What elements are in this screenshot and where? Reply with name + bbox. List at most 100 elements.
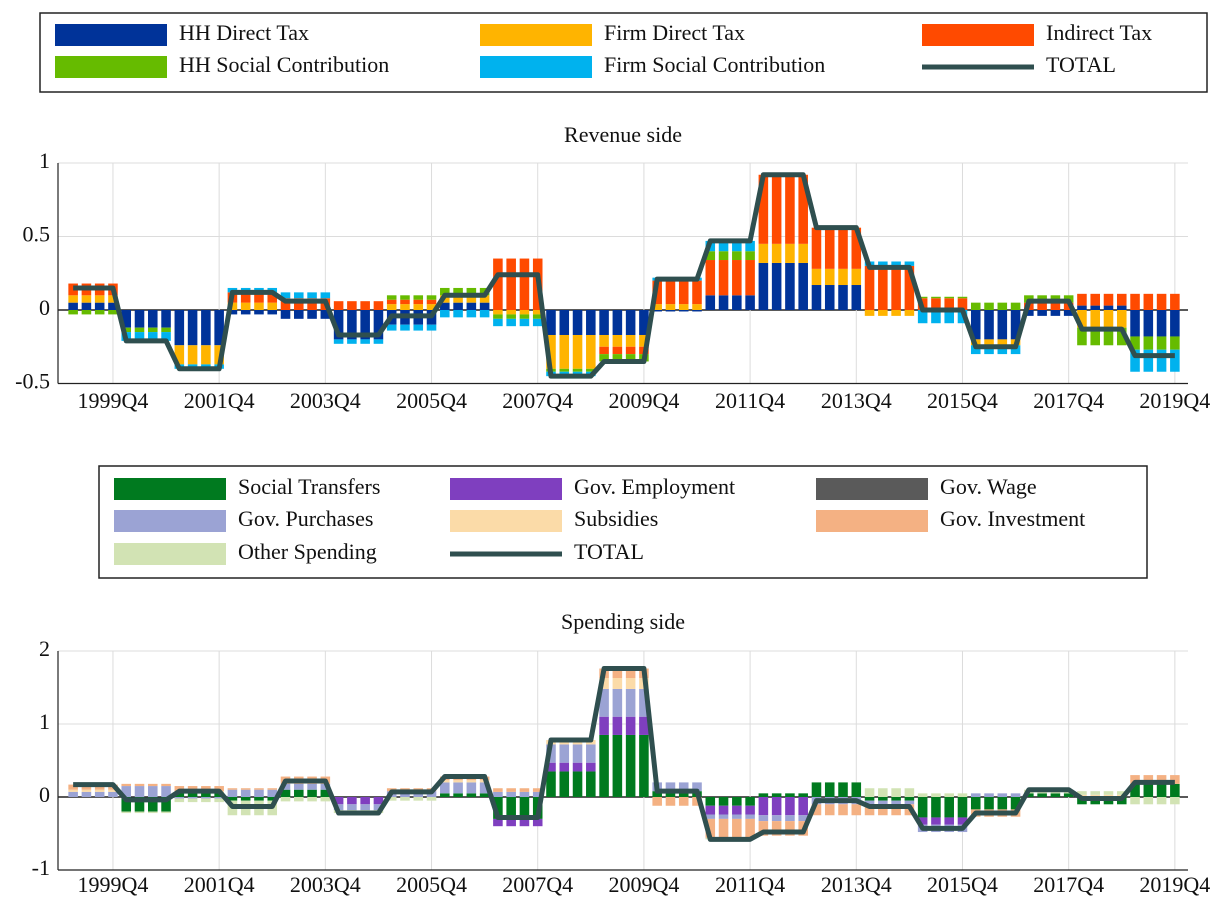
bar [824, 782, 835, 797]
bar [347, 310, 357, 340]
bar [440, 287, 450, 296]
bar [718, 814, 729, 819]
bar [1103, 293, 1114, 306]
bar [108, 302, 118, 310]
bar [639, 310, 649, 335]
bar [81, 295, 92, 303]
bar [864, 788, 875, 797]
bar [347, 797, 357, 805]
bar [970, 345, 981, 355]
bar [732, 240, 742, 252]
legend-label: Gov. Wage [940, 474, 1037, 499]
bar [984, 310, 994, 340]
bar [665, 310, 676, 312]
bar [1116, 293, 1127, 306]
x-tick-label: 2017Q4 [1033, 872, 1104, 897]
bar [546, 771, 556, 797]
bar [705, 805, 716, 815]
bar [187, 797, 198, 799]
bar [1063, 310, 1074, 316]
bar [68, 789, 78, 792]
bar [1170, 783, 1180, 797]
bar [94, 302, 105, 310]
y-tick-label: 0.5 [23, 222, 51, 247]
bar [108, 310, 118, 315]
bar [678, 791, 689, 797]
bar [373, 339, 384, 344]
bar [1170, 310, 1180, 337]
bar [267, 797, 278, 801]
x-tick-label: 2007Q4 [502, 388, 573, 413]
bar [997, 339, 1008, 346]
bar [227, 797, 238, 801]
bar [187, 793, 198, 797]
bar [798, 243, 808, 263]
bar [307, 292, 317, 299]
bar [187, 786, 198, 792]
bar [811, 782, 822, 797]
bar [798, 815, 808, 822]
bar [572, 334, 583, 369]
bar [493, 318, 503, 327]
bar [771, 815, 782, 822]
bar [612, 346, 623, 355]
bar [1010, 310, 1021, 340]
bar [665, 791, 676, 797]
bar [838, 285, 848, 310]
bar [519, 318, 530, 327]
bar [174, 793, 185, 797]
bar [240, 788, 251, 790]
bar [453, 302, 463, 310]
bar [718, 251, 729, 261]
bar [559, 334, 570, 369]
bar [559, 762, 570, 772]
bar [1130, 310, 1140, 337]
bar [1090, 305, 1100, 310]
bar [108, 295, 118, 303]
bar [745, 805, 755, 815]
bar [732, 818, 742, 838]
bar [532, 791, 543, 797]
bar [506, 310, 516, 315]
x-tick-label: 1999Q4 [78, 388, 149, 413]
bar [811, 227, 822, 269]
bar [121, 797, 132, 812]
bar [665, 304, 676, 310]
legend-label: Indirect Tax [1046, 20, 1152, 45]
bar [1170, 797, 1180, 805]
bar [612, 310, 623, 335]
bar [479, 302, 490, 310]
bar [957, 817, 968, 825]
legend-swatch [816, 478, 928, 500]
bar [1050, 793, 1061, 797]
bar [678, 304, 689, 310]
x-tick-label: 2009Q4 [608, 872, 679, 897]
bar [758, 174, 769, 244]
bar [878, 261, 888, 266]
bar [851, 268, 862, 286]
bar [665, 797, 676, 806]
bar [386, 295, 397, 300]
bar [1143, 293, 1154, 310]
bar [453, 287, 463, 296]
bar [519, 818, 530, 827]
bar [227, 788, 238, 790]
bar [851, 782, 862, 797]
bar [267, 788, 278, 790]
bar [1156, 310, 1167, 337]
bar [705, 260, 716, 296]
bar [612, 716, 623, 735]
bar [519, 797, 530, 819]
bar [652, 310, 662, 312]
bar [758, 815, 769, 822]
x-tick-label: 2019Q4 [1139, 388, 1210, 413]
bar [798, 174, 808, 244]
bar [134, 310, 145, 328]
bar [532, 314, 543, 319]
bar [121, 783, 132, 787]
bar [201, 310, 211, 346]
bar [108, 789, 118, 792]
bar [94, 784, 105, 790]
legend-swatch [450, 478, 562, 500]
